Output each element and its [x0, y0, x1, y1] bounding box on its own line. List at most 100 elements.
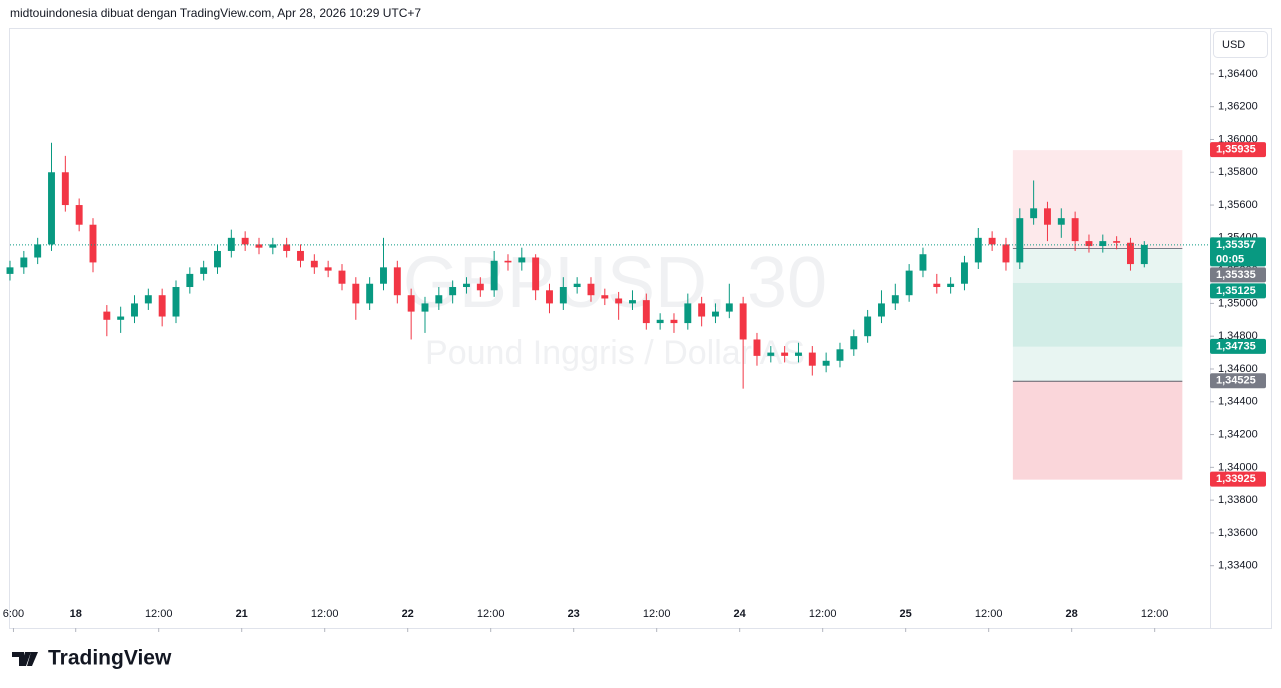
candle-body [1099, 241, 1107, 247]
x-tick-label: 6:00 [3, 608, 24, 620]
price-label: 1,33925 [1216, 473, 1256, 485]
candle-body [1140, 244, 1148, 265]
candle-body [490, 260, 498, 291]
y-tick-label: 1,34200 [1218, 428, 1258, 440]
candle-body [89, 224, 97, 263]
candle-body [241, 237, 249, 245]
price-label: 1,35335 [1216, 269, 1256, 281]
candle-body [1030, 208, 1038, 219]
logo [12, 652, 38, 666]
currency-button[interactable] [1213, 31, 1268, 58]
candle-body [698, 303, 706, 317]
x-tick-label: 12:00 [1141, 608, 1169, 620]
candle-body [227, 237, 235, 251]
position-zone [1012, 381, 1183, 480]
y-tick-label: 1,33600 [1218, 527, 1258, 539]
price-label: 1,34735 [1216, 340, 1256, 352]
position-zone [1012, 346, 1183, 382]
candle-body [601, 295, 609, 299]
candle-body [48, 172, 55, 245]
candle-body [919, 254, 927, 271]
y-tick-label: 1,34000 [1218, 461, 1258, 473]
candle-body [712, 311, 719, 317]
y-tick-label: 1,34400 [1218, 396, 1258, 408]
x-tick-label: 12:00 [975, 608, 1003, 620]
candle-body [864, 316, 872, 337]
price-label-box [1210, 142, 1266, 158]
price-label-box [1210, 373, 1266, 389]
y-tick-label: 1,35000 [1218, 297, 1258, 309]
countdown: 00:05 [1216, 253, 1244, 265]
candle-body [310, 260, 318, 268]
y-tick-label: 1,36400 [1218, 68, 1258, 80]
candle-body [518, 257, 526, 263]
currency[interactable]: USD [1222, 39, 1245, 51]
candle-body [158, 295, 166, 317]
header: midtouindonesia dibuat dengan TradingVie… [10, 6, 421, 20]
candle-body [905, 270, 913, 296]
candle-body [421, 303, 429, 312]
candle-body [1085, 241, 1093, 247]
candle-body [435, 295, 443, 304]
candle-body [933, 283, 941, 288]
candle-body [961, 262, 968, 284]
candle-body [587, 283, 595, 296]
price-label-box [1210, 267, 1266, 283]
x-tick-label: 22 [402, 608, 414, 620]
candle-body [6, 267, 14, 274]
candle-body [795, 352, 802, 356]
y-tick-label: 1,33400 [1218, 560, 1258, 572]
candle-body [338, 270, 346, 284]
candle-body [200, 267, 208, 274]
watermark: GBPUSD, 30 [403, 243, 827, 323]
candle-body [117, 316, 125, 320]
price-label: 1,35125 [1216, 285, 1256, 297]
x-tick-label: 12:00 [311, 608, 339, 620]
candle-body [20, 257, 28, 268]
candle-body [767, 352, 775, 356]
candle-body [808, 352, 816, 366]
candle-body [186, 273, 194, 288]
candle-body [1044, 208, 1051, 225]
candle-body [988, 237, 996, 245]
candle-body [352, 283, 360, 304]
candle-body [61, 172, 69, 206]
x-tick-label: 28 [1066, 608, 1078, 620]
y-tick-label: 1,36200 [1218, 101, 1258, 113]
candle-body [573, 283, 581, 288]
candle-body [822, 360, 830, 366]
price-label: 1,35935 [1216, 144, 1256, 156]
candle-body [324, 267, 332, 271]
x-tick-label: 24 [734, 608, 747, 620]
y-tick-label: 1,33800 [1218, 494, 1258, 506]
candle-body [504, 260, 512, 263]
candle-body [684, 303, 692, 324]
candle-body [283, 244, 291, 251]
candle-body [670, 319, 678, 324]
candle-body [407, 295, 415, 312]
candle-body [781, 352, 789, 356]
candle-body [297, 250, 304, 261]
candle-body [974, 237, 982, 263]
candle-body [380, 267, 387, 284]
candle-body [255, 244, 263, 248]
candle-body [532, 257, 540, 291]
candle-body [1016, 218, 1024, 263]
price-label-box [1210, 283, 1266, 299]
candle-body [753, 339, 761, 356]
candle-body [463, 283, 470, 288]
candle-body [615, 298, 623, 304]
candle-body [393, 267, 401, 296]
candle-body [103, 311, 111, 320]
price-label-box [1210, 338, 1266, 354]
candle-body [144, 295, 152, 304]
price-label: 1,34525 [1216, 375, 1256, 387]
candle-body [850, 336, 858, 350]
position-zone [1012, 150, 1183, 249]
candle-body [656, 319, 664, 324]
candle-body [366, 283, 374, 304]
candle-body [629, 300, 636, 304]
x-tick-label: 12:00 [145, 608, 173, 620]
candle-body [34, 244, 42, 258]
